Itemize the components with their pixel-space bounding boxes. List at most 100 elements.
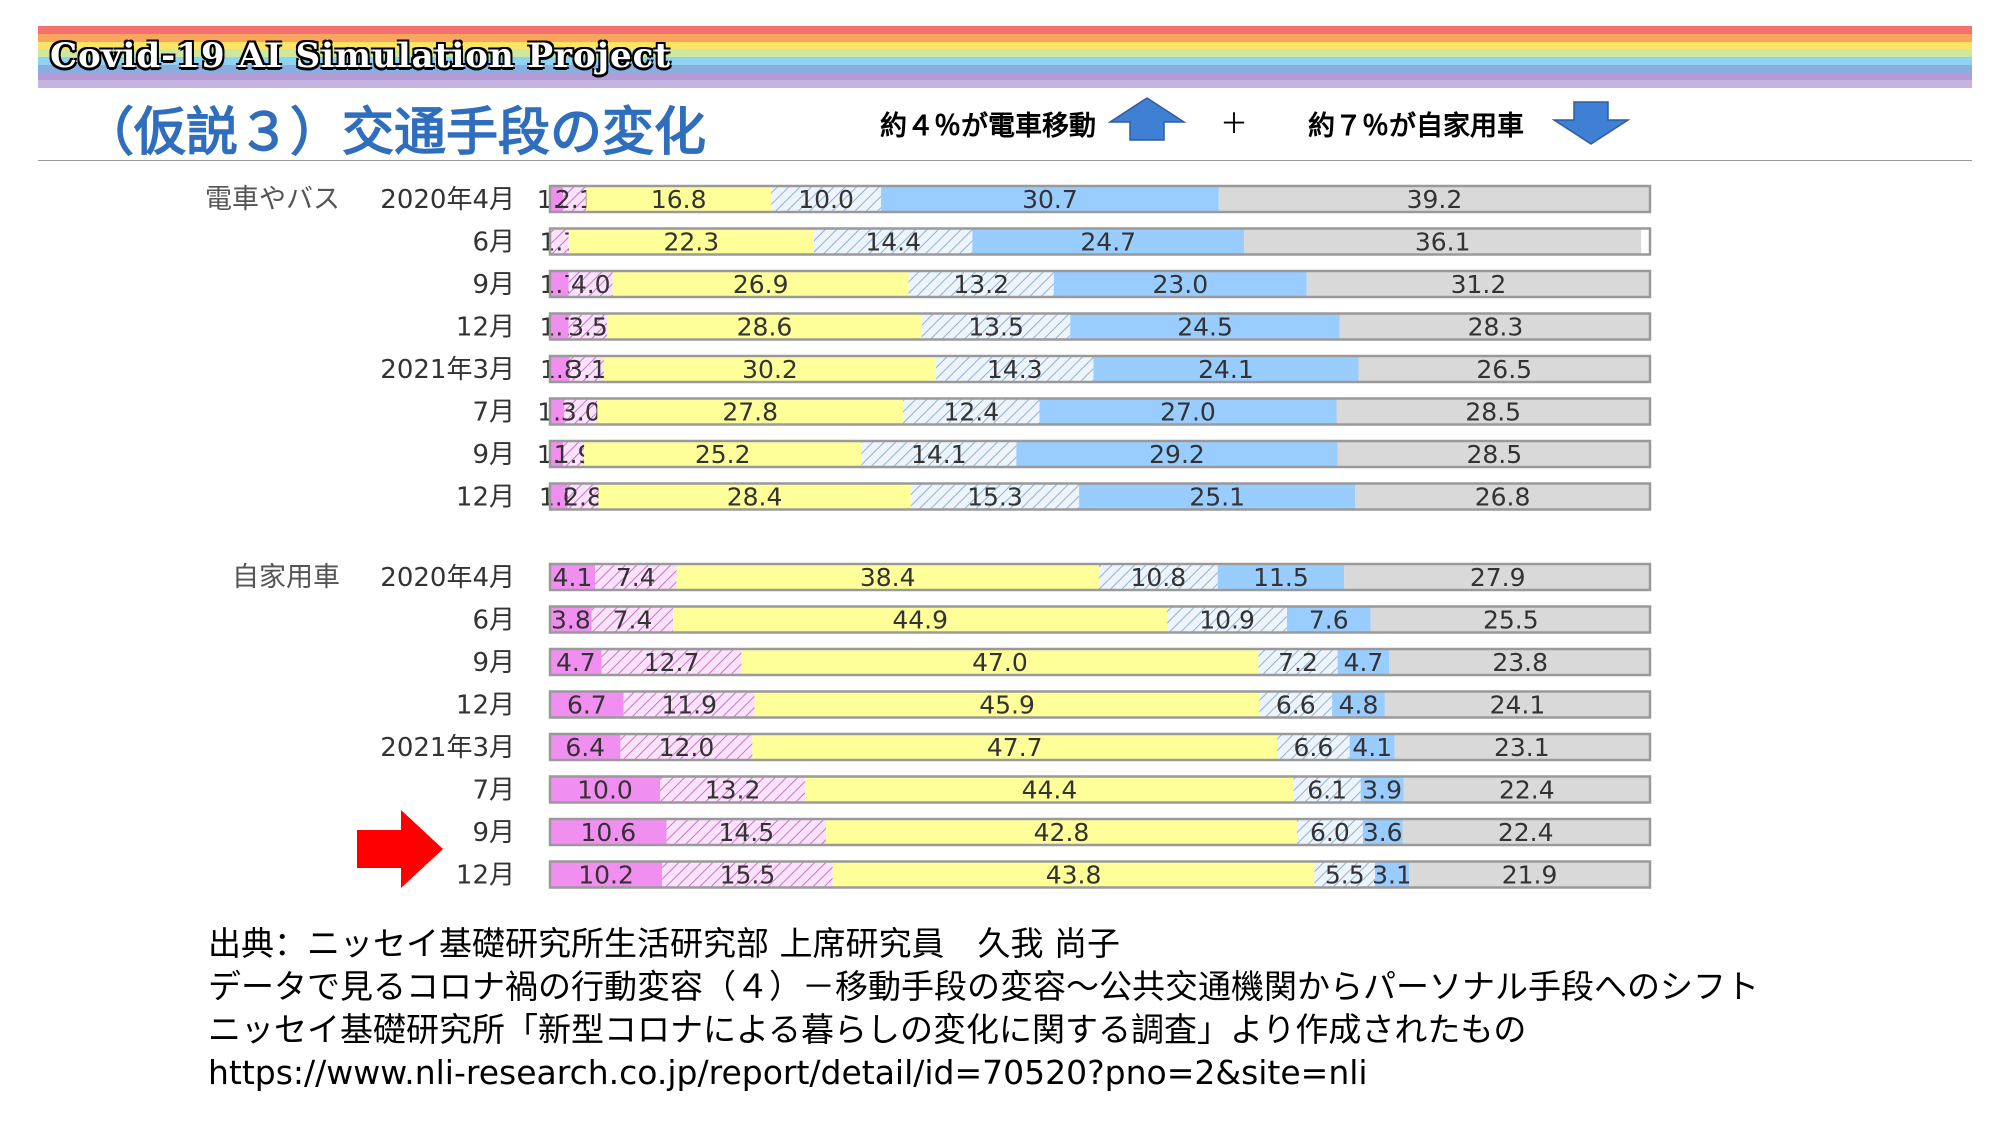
banner-stripe: [38, 72, 1972, 81]
data-label: 13.2: [953, 270, 1009, 299]
bar-segment: [1337, 441, 1652, 467]
bar-segment: [1344, 564, 1652, 590]
bar-segment: [662, 861, 833, 888]
bar-frame: [548, 354, 1652, 384]
data-label: 14.3: [987, 355, 1043, 384]
bar-segment: [1244, 228, 1642, 255]
bar-segment: [660, 776, 806, 803]
bar-frame: [548, 184, 1652, 214]
period-label: 2021年3月: [380, 733, 515, 763]
bar-segment: [1093, 356, 1359, 382]
bar-frame: [548, 439, 1652, 469]
bar-segment: [1337, 649, 1390, 675]
data-label: 21.9: [1502, 861, 1558, 890]
bar-segment: [550, 606, 592, 633]
data-label: 13.5: [968, 313, 1024, 342]
bar-segment: [1384, 691, 1650, 718]
bar-frame: [548, 647, 1652, 677]
bar-segment: [1293, 776, 1361, 803]
stacked-bar-chart: 電車やバス 2020年4月 1.22.1 16.8 10.0 30.7 39.26月 1.7 2…: [205, 184, 1652, 891]
data-label: 39.2: [1407, 185, 1463, 214]
bar-segment: [1402, 819, 1649, 845]
data-label: 28.5: [1467, 440, 1523, 469]
bar-segment: [826, 819, 1297, 845]
source-line-3: ニッセイ基礎研究所「新型コロナによる暮らしの変化に関する調査」より作成されたもの: [208, 1010, 1527, 1049]
period-label: 2020年4月: [380, 185, 515, 215]
data-label: 4.7: [556, 648, 596, 677]
banner-stripe: [38, 41, 1972, 50]
banner-stripe: [38, 33, 1972, 42]
bar-segment: [550, 398, 565, 425]
bar-frame: [548, 690, 1652, 719]
period-label: 12月: [456, 861, 515, 891]
data-label: 6.6: [1294, 733, 1334, 762]
data-label: 36.1: [1415, 228, 1471, 257]
note-train: 約４％が電車移動: [880, 111, 1096, 142]
bar-segment: [550, 186, 564, 212]
data-label: 28.3: [1468, 313, 1524, 342]
source-line-1: 出典：ニッセイ基礎研究所生活研究部 上席研究員 久我 尚子: [208, 924, 1120, 963]
data-label: 15.5: [720, 861, 776, 890]
data-label: 26.5: [1476, 355, 1532, 384]
bar-segment: [741, 649, 1259, 675]
bar-frame: [548, 732, 1652, 762]
bar-segment: [550, 564, 596, 590]
bar-segment: [612, 271, 909, 297]
bar-segment: [550, 356, 570, 382]
bar-frame: [548, 775, 1652, 804]
bar-segment: [1053, 271, 1307, 297]
data-label: 12.4: [943, 398, 999, 427]
bar-segment: [591, 606, 674, 633]
data-label: 26.8: [1475, 483, 1531, 512]
group-label: 電車やバス: [205, 184, 340, 215]
bar-segment: [550, 819, 667, 845]
bar-frame: [548, 269, 1652, 299]
data-label: 4.8: [1339, 691, 1379, 720]
bar-segment: [568, 271, 613, 297]
bar-segment: [673, 606, 1168, 633]
data-label: 11.9: [661, 691, 717, 720]
data-label: 25.1: [1189, 483, 1245, 512]
bar-segment: [550, 861, 663, 888]
bar-segment: [1370, 606, 1652, 633]
bar-frame: [548, 817, 1652, 847]
data-label: 7.4: [613, 606, 653, 635]
period-label: 2021年3月: [380, 355, 515, 385]
bar-segment: [567, 483, 599, 510]
bar-segment: [568, 313, 608, 340]
period-label: 9月: [472, 818, 515, 848]
bar-segment: [1389, 649, 1652, 675]
rainbow-banner: [38, 26, 1972, 88]
period-label: 12月: [456, 483, 515, 513]
bar-segment: [754, 691, 1260, 718]
bar-segment: [1336, 398, 1650, 425]
data-label: 29.2: [1149, 440, 1205, 469]
bar-segment: [910, 483, 1080, 510]
bar-segment: [607, 313, 922, 340]
data-label: 28.5: [1465, 398, 1521, 427]
bar-segment: [936, 356, 1094, 382]
data-label: 3.5: [568, 313, 608, 342]
data-label: 12.7: [644, 648, 700, 677]
bar-segment: [564, 398, 598, 425]
data-label: 6.0: [1310, 818, 1350, 847]
note-car: 約７％が自家用車: [1308, 111, 1524, 142]
period-label: 7月: [472, 776, 515, 806]
bar-segment: [881, 186, 1219, 212]
data-label: 28.4: [727, 483, 783, 512]
bar-segment: [903, 398, 1040, 425]
title-divider: [38, 160, 1972, 161]
bar-segment: [1287, 606, 1371, 633]
bar-segment: [550, 649, 602, 675]
source-link[interactable]: https://www.nli-research.co.jp/report/de…: [208, 1053, 1368, 1092]
bar-segment: [569, 356, 604, 382]
data-label: 4.1: [553, 563, 593, 592]
bar-segment: [861, 441, 1017, 467]
bar-segment: [805, 776, 1294, 803]
data-label: 10.6: [580, 818, 636, 847]
bar-segment: [550, 691, 624, 718]
data-label: 44.4: [1022, 776, 1078, 805]
bar-segment: [1360, 776, 1404, 803]
bar-segment: [1375, 861, 1410, 888]
data-label: 28.6: [737, 313, 793, 342]
